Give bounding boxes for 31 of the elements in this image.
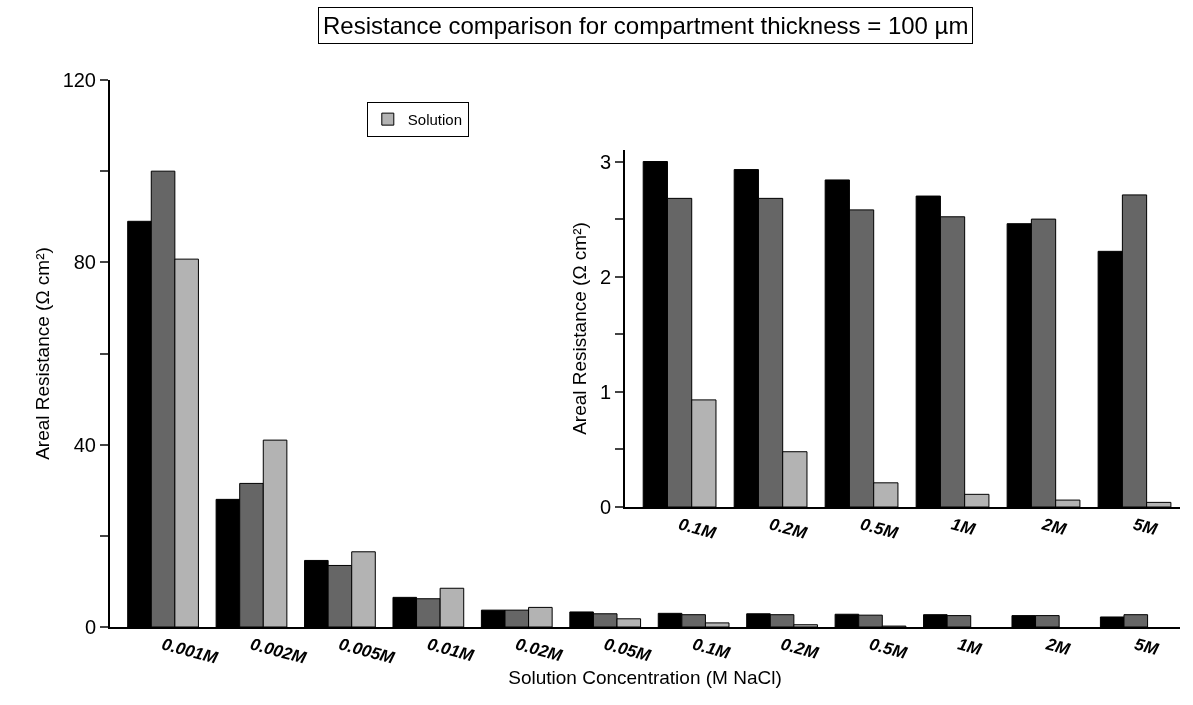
x-tick-label: 0.1M [690, 634, 733, 663]
y-tick-label: 0 [599, 496, 611, 518]
y-tick-label: 80 [73, 251, 96, 274]
x-tick-label: 1M [949, 514, 978, 540]
y-tick-label: 3 [599, 150, 611, 173]
x-tick-label: 2M [1039, 514, 1069, 540]
chart-title: Resistance comparison for compartment thickness = 100 µm [323, 12, 969, 39]
x-tick-label: 0.2M [778, 634, 822, 663]
y-tick-label: 120 [62, 69, 96, 91]
x-tick-label: 0.02M [513, 634, 565, 666]
x-tick-label: 0.002M [248, 634, 309, 668]
y-tick-label: 2 [599, 265, 611, 288]
x-tick-label: 0.5M [858, 514, 901, 543]
x-tick-label: 0.05M [601, 634, 654, 666]
x-axis-title: Solution Concentration (M NaCl) [508, 667, 782, 689]
y-axis-title: Areal Resistance (Ω cm²) [31, 247, 53, 460]
x-tick-label: 0.005M [336, 634, 398, 668]
y-axis-title: Areal Resistance (Ω cm²) [569, 222, 591, 435]
y-tick-label: 1 [599, 380, 611, 403]
x-tick-label: 0.2M [767, 514, 810, 543]
x-tick-label: 0.5M [867, 634, 910, 663]
x-tick-label: 1M [955, 634, 985, 660]
legend-label: Solution [407, 110, 463, 128]
x-tick-label: 0.1M [676, 514, 719, 543]
x-tick-label: 5M [1132, 634, 1162, 660]
x-tick-label: 0.001M [159, 634, 221, 668]
y-tick-label: 0 [84, 616, 96, 638]
x-tick-label: 5M [1131, 514, 1160, 540]
x-tick-label: 2M [1043, 634, 1073, 660]
x-tick-label: 0.01M [425, 634, 477, 666]
y-tick-label: 40 [73, 433, 96, 456]
